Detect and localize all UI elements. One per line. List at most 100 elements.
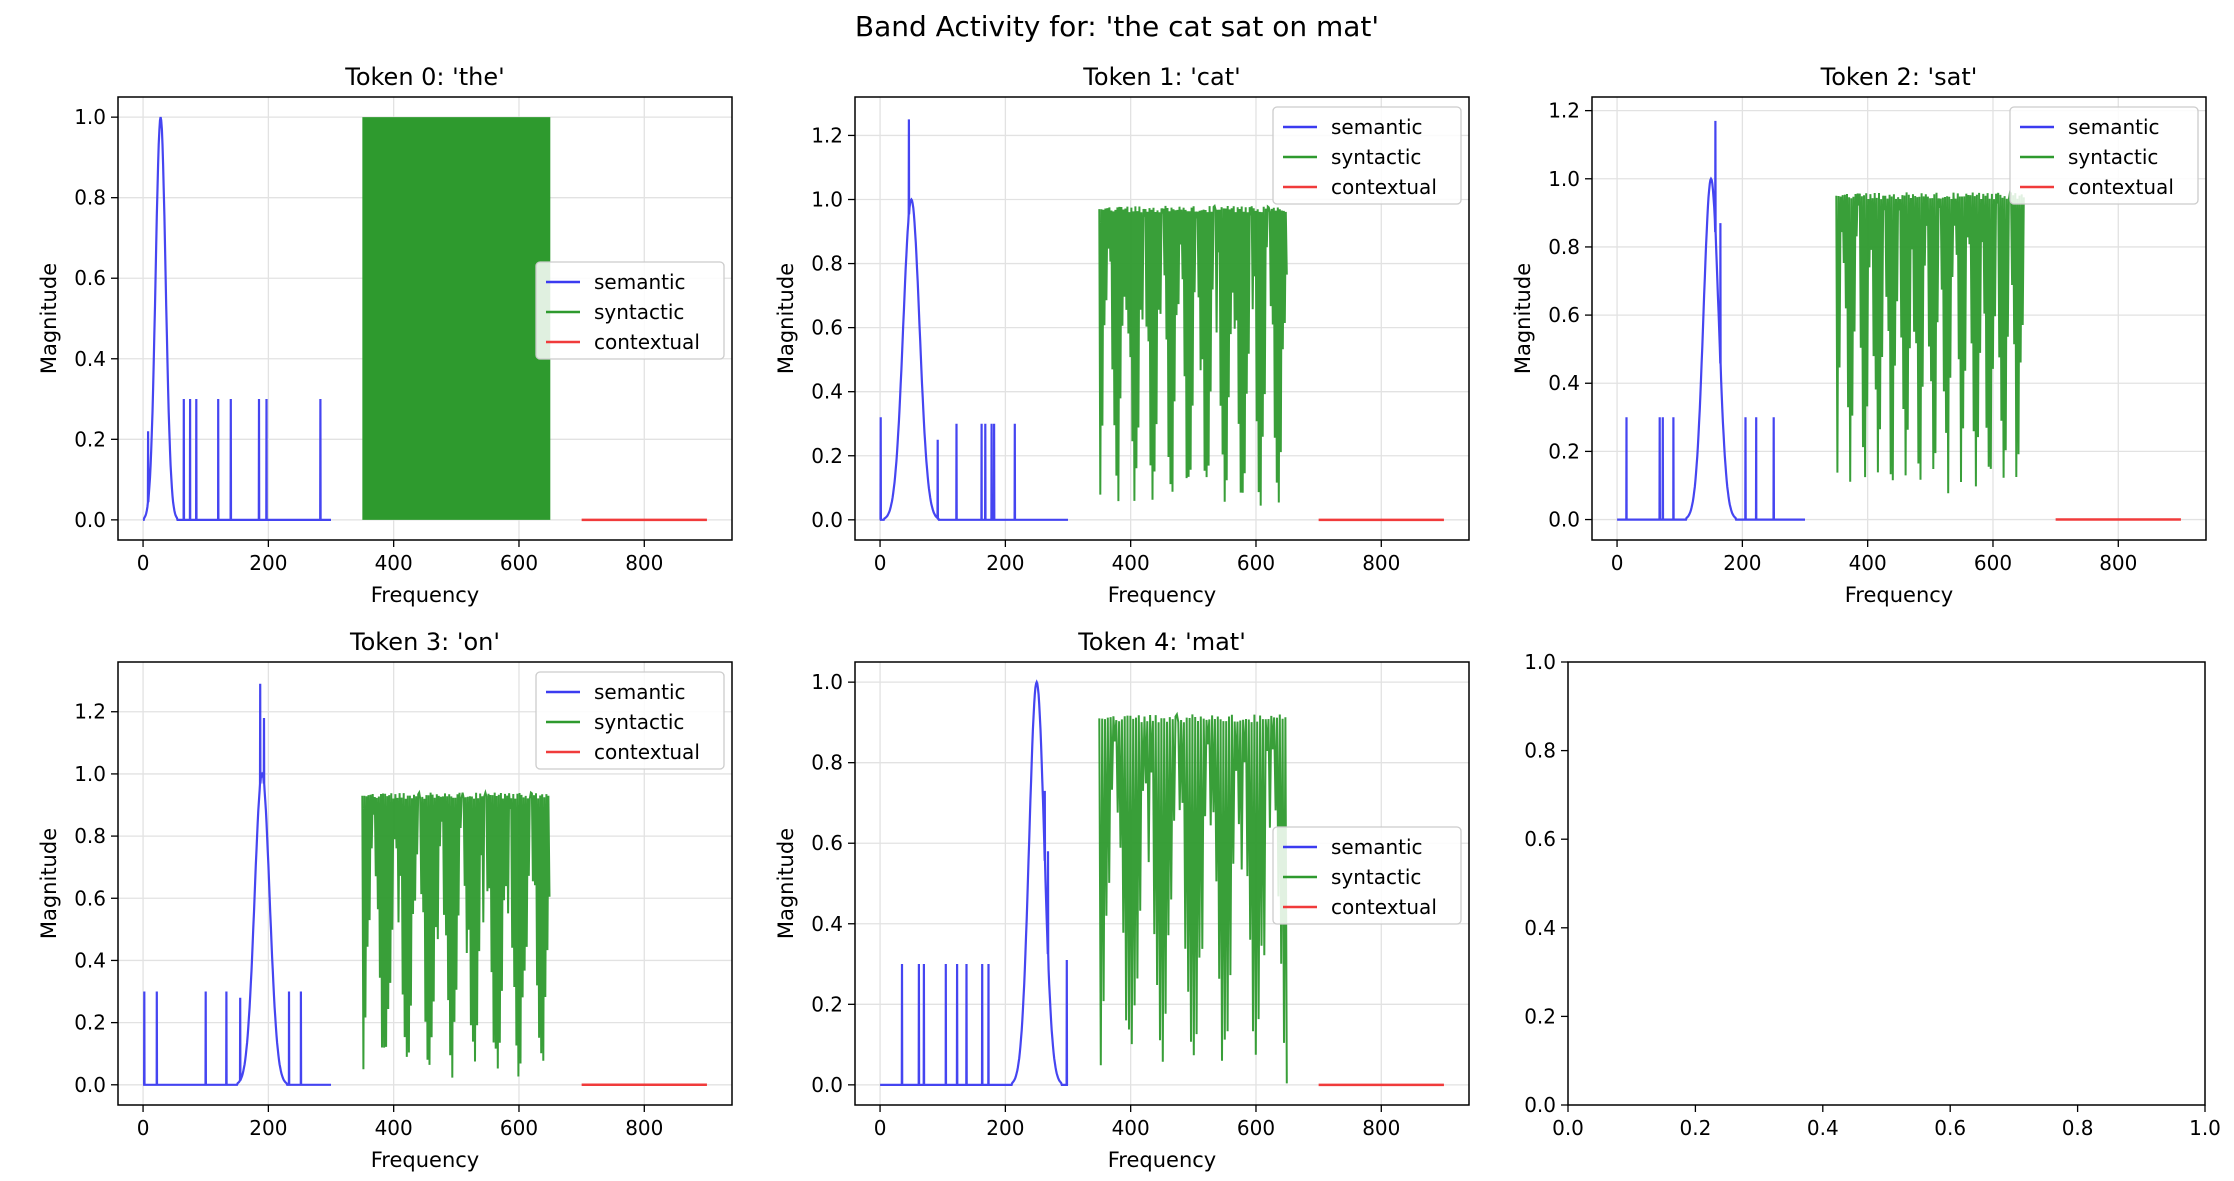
y-tick-label-1: 0.2 [811,992,843,1016]
x-tick-label-1: 200 [986,1116,1024,1140]
x-tick-label-3: 600 [500,551,538,575]
legend-label-syntactic: syntactic [594,300,684,324]
chart-panel-5: 0.0 0.2 0.4 0.6 0.8 1.0 0.0 0.2 0.4 0.6 0.8 1.0 [1524,650,2221,1140]
y-tick-label-5: 1.0 [74,105,106,129]
x-tick-label-4: 800 [625,551,663,575]
panel-title: Token 2: 'sat' [1820,63,1978,91]
x-tick-label-0: 0.0 [1552,1116,1584,1140]
y-tick-label-1: 0.2 [811,444,843,468]
x-tick-label-4: 800 [1362,551,1400,575]
panel-title: Token 3: 'on' [349,628,500,656]
y-tick-label-3: 0.6 [811,316,843,340]
y-tick-label-0: 0.0 [811,1073,843,1097]
y-tick-label-0: 0.0 [1548,508,1580,532]
y-tick-label-3: 0.6 [1548,303,1580,327]
y-tick-label-4: 0.8 [74,186,106,210]
x-tick-label-3: 600 [1237,551,1275,575]
x-tick-label-3: 0.6 [1934,1116,1966,1140]
legend-box [1272,106,1462,205]
series-syntactic [361,788,551,1078]
y-tick-label-4: 0.8 [74,824,106,848]
x-axis-label: Frequency [371,583,480,607]
legend-label-semantic: semantic [594,680,686,704]
legend-label-syntactic: syntactic [2068,145,2158,169]
y-tick-label-0: 0.0 [74,1073,106,1097]
y-tick-label-1: 0.2 [74,1011,106,1035]
plot-area-4 [880,679,1444,1087]
x-tick-label-2: 400 [1849,551,1887,575]
y-tick-label-5: 1.0 [74,762,106,786]
y-tick-label-4: 0.8 [811,751,843,775]
series-syntactic [1098,711,1288,1084]
panel-title: Token 0: 'the' [344,63,504,91]
legend-label-syntactic: syntactic [1331,145,1421,169]
y-axis-label: Magnitude [774,828,798,939]
y-tick-label-0: 0.0 [74,508,106,532]
y-tick-label-5: 1.0 [1548,167,1580,191]
y-tick-label-3: 0.6 [1524,827,1556,851]
legend-box [2009,106,2199,205]
legend-box [1272,826,1462,925]
legend-label-contextual: contextual [1331,175,1437,199]
x-tick-label-0: 0 [1611,551,1624,575]
plot-area-0 [142,116,707,522]
axes-frame [854,96,1470,541]
x-tick-label-2: 400 [1112,551,1150,575]
axes-frame [1591,96,2207,541]
chart-panel-0: 0 200 400 600 800 0.0 0.2 0.4 0.6 0.8 1.0 Token 0: … [37,63,733,607]
x-tick-label-0: 0 [137,551,150,575]
series-semantic [143,683,331,1086]
figure-title: Band Activity for: 'the cat sat on mat' [855,10,1379,43]
legend-box [535,261,725,360]
x-tick-label-0: 0 [874,551,887,575]
x-tick-label-3: 600 [500,1116,538,1140]
legend-label-contextual: contextual [2068,175,2174,199]
x-tick-label-0: 0 [874,1116,887,1140]
y-tick-label-3: 0.6 [74,266,106,290]
y-tick-label-4: 0.8 [811,252,843,276]
series-semantic [879,119,1068,522]
series-semantic [1617,120,1805,521]
y-tick-label-3: 0.6 [74,886,106,910]
y-tick-label-2: 0.4 [74,347,106,371]
legend-label-semantic: semantic [1331,835,1423,859]
y-axis-label: Magnitude [774,263,798,374]
y-tick-label-1: 0.2 [1548,439,1580,463]
y-tick-label-0: 0.0 [811,508,843,532]
y-tick-label-5: 1.0 [811,188,843,212]
y-tick-label-6: 1.2 [811,123,843,147]
legend: semantic syntactic contextual [1272,106,1462,205]
y-tick-label-0: 0.0 [1524,1093,1556,1117]
series-syntactic [362,117,551,520]
x-tick-label-0: 0 [137,1116,150,1140]
legend: semantic syntactic contextual [535,261,725,360]
panel-title: Token 4: 'mat' [1077,628,1246,656]
x-tick-label-5: 1.0 [2189,1116,2221,1140]
x-tick-label-1: 200 [249,1116,287,1140]
x-axis-label: Frequency [1108,583,1217,607]
y-tick-label-1: 0.2 [74,427,106,451]
axes-frame [117,96,733,541]
y-tick-label-6: 1.2 [74,700,106,724]
x-axis-label: Frequency [1845,583,1954,607]
chart-panel-2: 0 200 400 600 800 0.0 0.2 0.4 0.6 0.8 1.0 1.2 Token … [1511,63,2207,607]
legend: semantic syntactic contextual [2009,106,2199,205]
legend-label-syntactic: syntactic [594,710,684,734]
legend-label-semantic: semantic [594,270,686,294]
axes-frame [1567,661,2206,1106]
y-tick-label-2: 0.4 [74,948,106,972]
y-tick-label-4: 0.8 [1548,235,1580,259]
x-tick-label-1: 200 [986,551,1024,575]
plot-area-2 [1617,120,2181,521]
legend-label-semantic: semantic [2068,115,2160,139]
legend-label-semantic: semantic [1331,115,1423,139]
series-semantic [142,116,331,521]
legend-label-contextual: contextual [1331,895,1437,919]
x-tick-label-2: 0.4 [1807,1116,1839,1140]
series-syntactic [1098,203,1288,506]
y-tick-label-2: 0.4 [1524,916,1556,940]
plot-area-3 [143,683,707,1087]
x-tick-label-1: 200 [1723,551,1761,575]
legend-box [535,671,725,770]
